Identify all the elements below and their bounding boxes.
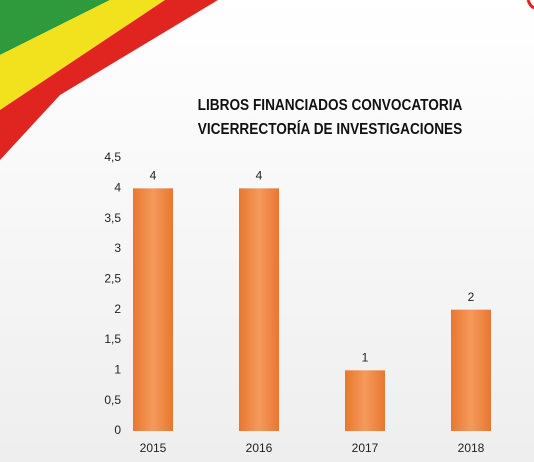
y-tick-label: 3,5 [104,211,121,225]
y-tick-label: 0,5 [104,393,121,407]
y-tick-label: 1,5 [104,332,121,346]
bar [239,188,279,431]
y-tick-label: 4,5 [104,150,121,164]
data-label: 1 [362,351,369,365]
x-tick-label: 2015 [140,441,167,455]
x-tick-label: 2017 [352,441,379,455]
x-tick-label: 2018 [458,441,485,455]
y-tick-label: 2,5 [104,272,121,286]
y-tick-label: 1 [114,363,121,377]
flag-decoration [0,0,218,160]
data-label: 4 [256,169,263,183]
corner-decoration [526,0,534,10]
bar [451,309,491,431]
x-tick-label: 2016 [246,441,273,455]
data-label: 4 [150,169,157,183]
chart-title: LIBROS FINANCIADOS CONVOCATORIA VICERREC… [197,97,463,138]
bar [133,188,173,431]
y-tick-label: 4 [114,181,121,195]
bar [345,370,385,431]
y-tick-label: 0 [114,423,121,437]
y-tick-label: 3 [114,241,121,255]
y-tick-label: 2 [114,302,121,316]
data-label: 2 [468,290,475,304]
